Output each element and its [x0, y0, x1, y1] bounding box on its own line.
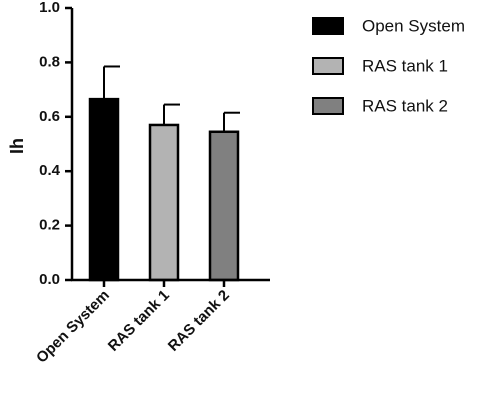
- legend-item: RAS tank 1: [312, 56, 448, 75]
- y-ticks: 0.0 0.2 0.4 0.6 0.8 1.0: [39, 0, 72, 288]
- error-bar: [223, 111, 240, 132]
- legend: Open System RAS tank 1 RAS tank 2: [312, 16, 465, 115]
- error-bars: [103, 65, 240, 132]
- legend-label: RAS tank 1: [362, 56, 448, 75]
- y-tick-label: 0.4: [39, 162, 61, 179]
- legend-label: Open System: [362, 16, 465, 35]
- legend-item: RAS tank 2: [312, 96, 448, 115]
- error-bar: [163, 103, 180, 125]
- y-tick-label: 1.0: [39, 0, 60, 16]
- legend-label: RAS tank 2: [362, 96, 448, 115]
- x-category-label: RAS tank 2: [165, 287, 233, 355]
- x-category-label: Open System: [33, 287, 113, 367]
- axes: [70, 8, 270, 282]
- legend-swatch: [312, 17, 344, 35]
- bar: [148, 123, 180, 282]
- bar: [208, 130, 240, 282]
- legend-swatch: [312, 97, 344, 115]
- bar: [88, 97, 120, 282]
- error-bar: [103, 65, 120, 100]
- bars: [88, 97, 240, 287]
- y-axis-title: Ih: [7, 138, 27, 154]
- legend-swatch: [312, 57, 344, 75]
- y-tick-label: 0.6: [39, 108, 60, 125]
- legend-item: Open System: [312, 16, 465, 35]
- y-tick-label: 0.2: [39, 217, 60, 234]
- y-tick-label: 0.0: [39, 271, 60, 288]
- y-tick-label: 0.8: [39, 53, 60, 70]
- x-category-label: RAS tank 1: [105, 287, 173, 355]
